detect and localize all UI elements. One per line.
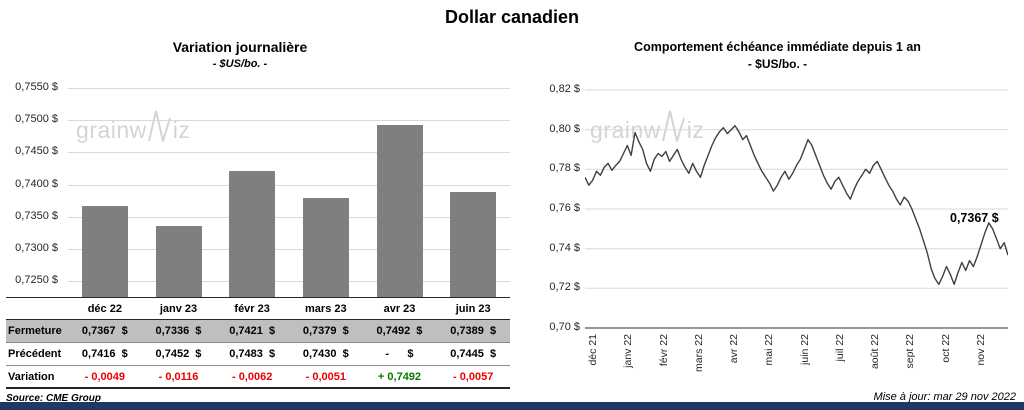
value-cell: 0,7336 $ [155, 325, 202, 337]
month-header: mars 23 [305, 302, 347, 315]
y-axis-label: 0,82 $ [549, 83, 580, 95]
month-header: févr 23 [234, 302, 270, 315]
y-axis-label: 0,76 $ [549, 202, 580, 214]
x-axis-label: juil 22 [833, 334, 846, 362]
x-axis-label: août 22 [869, 334, 881, 370]
watermark-text: grainw [76, 117, 147, 143]
x-axis-label: juin 22 [798, 334, 811, 365]
y-gridline [68, 280, 510, 282]
value-cell: - 0,0062 [231, 370, 273, 383]
value-cell: 0,7416 $ [81, 348, 128, 360]
y-axis-label: 0,72 $ [549, 281, 580, 294]
x-axis-label: mai 22 [763, 334, 776, 366]
y-axis-label: 0,7400 $ [15, 177, 58, 190]
value-cell: - 0,0051 [305, 370, 346, 383]
bar-chart-y-axis: 0,7550 $ 0,7500 $ 0,7450 $ 0,7400 $ 0,7350 $… [0, 81, 62, 297]
y-axis-label: 0,7350 $ [15, 209, 58, 222]
bar-juin 23 [450, 191, 497, 297]
bar-mars 23 [302, 198, 349, 297]
y-axis-label: 0,7500 $ [15, 113, 58, 126]
value-cell: - 0,0049 [84, 370, 126, 383]
x-axis-label: sept 22 [904, 334, 917, 369]
table-row-fermeture: Fermeture 0,7367 $ 0,7336 $ 0,7421 $ 0,7379 … [6, 320, 510, 343]
y-axis-label: 0,78 $ [549, 162, 580, 175]
updated-note: Mise à jour: mar 29 nov 2022 [873, 391, 1016, 403]
y-axis-label: 0,80 $ [549, 122, 580, 135]
value-cell: 0,7445 $ [450, 348, 497, 360]
y-gridline [68, 88, 510, 89]
y-axis-label: 0,7450 $ [15, 145, 58, 158]
table-header-row: déc 22 janv 23 févr 23 mars 23 avr 23 juin 23 [6, 297, 510, 320]
y-axis-label: 0,7300 $ [15, 241, 58, 254]
line-chart-plot [585, 89, 1008, 329]
value-cell: - 0,0116 [158, 370, 199, 383]
bottom-accent-bar [0, 402, 1024, 410]
value-cell: 0,7430 $ [302, 348, 349, 360]
x-axis-label: févr 22 [657, 334, 670, 367]
month-header: déc 22 [87, 302, 122, 315]
y-gridline [68, 152, 510, 154]
value-cell: - $ [385, 348, 414, 360]
x-axis-label: janv 22 [622, 334, 635, 368]
value-cell: 0,7452 $ [155, 348, 202, 360]
value-cell: 0,7389 $ [450, 325, 497, 337]
watermark-w-icon [147, 110, 171, 142]
bar-févr 23 [229, 171, 276, 297]
x-axis-label: avr 22 [728, 334, 740, 364]
month-header: janv 23 [159, 302, 198, 315]
table-row-precedent: Précédent 0,7416 $ 0,7452 $ 0,7483 $ 0,7430 … [6, 343, 510, 366]
line-chart-title: Comportement échéance immédiate depuis 1… [634, 40, 921, 54]
x-axis-label: nov 22 [974, 334, 987, 366]
y-gridline [68, 120, 510, 122]
value-cell: + 0,7492 [377, 370, 422, 383]
bar-déc 22 [81, 205, 128, 297]
x-axis-label: déc 21 [587, 334, 599, 366]
value-cell: - 0,0057 [452, 370, 494, 383]
page-title: Dollar canadien [444, 7, 580, 27]
source-note: Source: CME Group [6, 393, 102, 404]
y-axis-label: 0,7550 $ [15, 81, 58, 93]
line-chart-subtitle: - $US/bo. - [747, 57, 808, 71]
x-axis-label: mars 22 [692, 334, 705, 372]
row-label: Variation [8, 370, 55, 383]
y-axis-label: 0,70 $ [549, 321, 580, 333]
table-row-variation: Variation - 0,0049 - 0,0116 - 0,0062 - 0,005… [6, 366, 510, 389]
value-cell: 0,7367 $ [81, 325, 128, 337]
y-gridline [68, 216, 510, 218]
bar-chart-title: Variation journalière [172, 39, 308, 55]
row-label: Précédent [8, 348, 62, 360]
x-axis-label: oct 22 [939, 334, 952, 363]
row-label: Fermeture [8, 325, 62, 337]
bar-chart-subtitle: - $US/bo. - [212, 58, 268, 70]
month-header: avr 23 [383, 302, 416, 315]
table-corner [6, 298, 68, 319]
line-chart-x-axis: déc 21 janv 22 févr 22 mars 22 avr 22 mai 22 j… [585, 334, 1008, 384]
bar-chart-plot [68, 88, 510, 297]
quote-table: déc 22 janv 23 févr 23 mars 23 avr 23 juin 23… [6, 297, 510, 389]
watermark-text: iz [172, 117, 191, 143]
value-cell: 0,7492 $ [376, 325, 423, 337]
y-axis-label: 0,74 $ [549, 241, 580, 254]
grainwiz-watermark: grainw iz [76, 108, 190, 142]
y-axis-label: 0,7250 $ [15, 273, 58, 286]
bar-avr 23 [376, 125, 423, 297]
value-cell: 0,7483 $ [229, 348, 276, 360]
line-chart-y-axis: 0,82 $ 0,80 $ 0,78 $ 0,76 $ 0,74 $ 0,72 $ 0,70… [540, 83, 580, 338]
value-cell: 0,7379 $ [302, 325, 349, 337]
y-gridline [68, 184, 510, 186]
last-price-annotation: 0,7367 $ [950, 211, 999, 225]
bar-janv 23 [155, 225, 202, 297]
price-series-line [585, 125, 1008, 286]
month-header: juin 23 [455, 302, 491, 315]
y-gridline [68, 248, 510, 250]
value-cell: 0,7421 $ [229, 325, 276, 337]
